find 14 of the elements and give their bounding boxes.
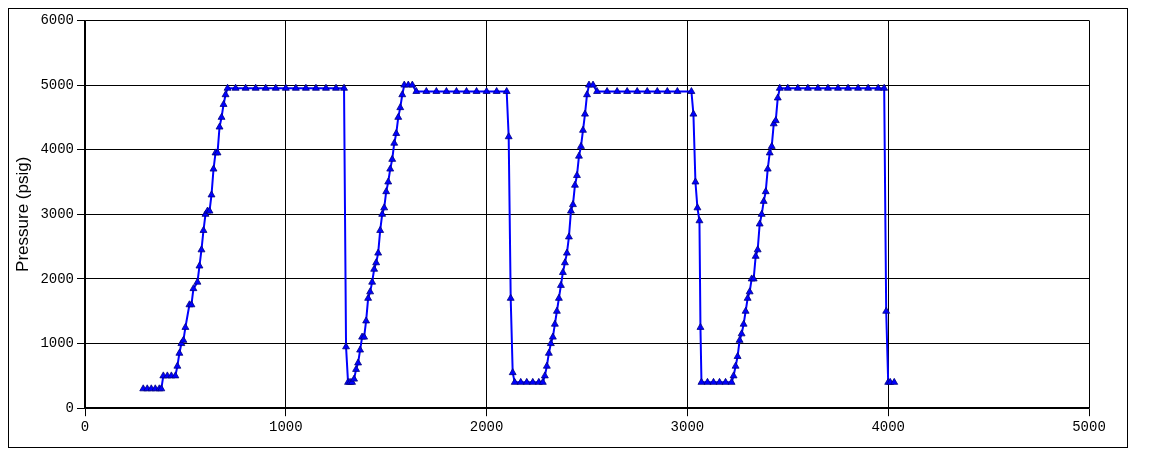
y-tick-label: 6000 [40, 12, 75, 29]
x-tick-label: 0 [80, 419, 90, 436]
y-axis-title: Pressure (psig) [12, 156, 32, 272]
y-tick-label: 2000 [40, 270, 75, 287]
y-tick-label: 5000 [40, 76, 75, 93]
y-tick-label: 4000 [40, 141, 75, 158]
x-tick-label: 2000 [469, 419, 504, 436]
y-tick-label: 1000 [40, 335, 75, 352]
x-tick-label: 3000 [670, 419, 705, 436]
y-tick-label: 3000 [40, 206, 75, 222]
y-tick-label: 0 [65, 399, 75, 416]
x-tick-label: 1000 [269, 419, 303, 436]
x-tick-label: 5000 [1072, 419, 1106, 436]
x-tick-label: 4000 [871, 419, 906, 436]
